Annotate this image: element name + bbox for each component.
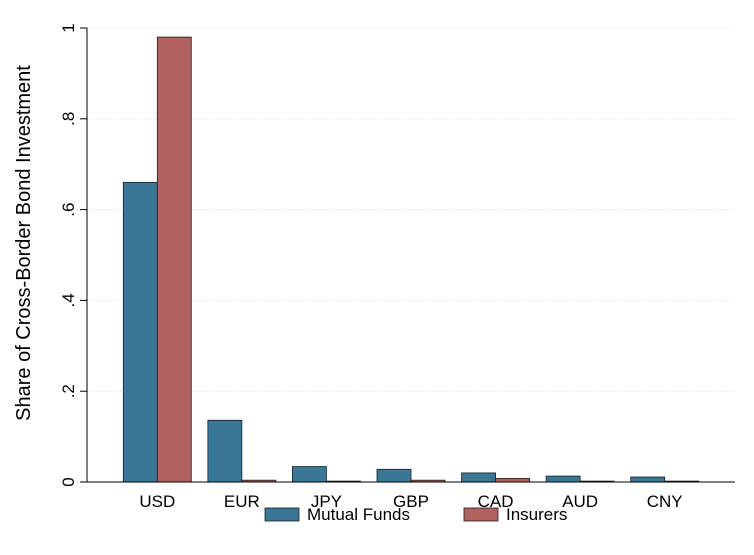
x-tick-label: AUD bbox=[562, 492, 598, 511]
legend-swatch bbox=[463, 507, 499, 522]
bar-aud-mutual-funds bbox=[545, 475, 581, 483]
bar-cny-mutual-funds bbox=[630, 476, 666, 483]
bar-usd-mutual-funds bbox=[122, 181, 158, 483]
bar-eur-mutual-funds bbox=[207, 419, 243, 483]
legend: Mutual Funds Insurers bbox=[264, 505, 567, 524]
bar-cad-mutual-funds bbox=[461, 472, 496, 483]
x-tick-label: EUR bbox=[224, 492, 260, 511]
gridlines bbox=[87, 27, 735, 392]
legend-swatch bbox=[264, 507, 300, 522]
x-tick-label: GBP bbox=[393, 492, 429, 511]
legend-label: Insurers bbox=[506, 505, 567, 524]
x-tick-label: CNY bbox=[647, 492, 683, 511]
y-tick-label: 1 bbox=[59, 23, 78, 32]
x-axis-ticks: USD EUR JPY GBP CAD AUD CNY bbox=[139, 492, 682, 511]
bar-cad-insurers bbox=[495, 477, 530, 483]
x-tick-label: CAD bbox=[478, 492, 514, 511]
x-tick-label: USD bbox=[139, 492, 175, 511]
bars bbox=[122, 36, 700, 483]
bar-jpy-mutual-funds bbox=[292, 466, 327, 483]
y-tick-label: .8 bbox=[59, 112, 78, 126]
axes bbox=[86, 28, 735, 483]
y-tick-label: .2 bbox=[59, 384, 78, 398]
y-tick-label: 0 bbox=[59, 477, 78, 486]
legend-label: Mutual Funds bbox=[307, 505, 410, 524]
y-tick-label: .4 bbox=[59, 293, 78, 307]
y-axis-ticks: 0 .2 .4 .6 .8 1 bbox=[59, 23, 87, 487]
y-axis-title: Share of Cross-Border Bond Investment bbox=[13, 65, 35, 421]
bar-usd-insurers bbox=[156, 36, 192, 483]
bar-gbp-mutual-funds bbox=[376, 468, 412, 483]
x-tick-label: JPY bbox=[311, 492, 342, 511]
y-tick-label: .6 bbox=[59, 203, 78, 217]
